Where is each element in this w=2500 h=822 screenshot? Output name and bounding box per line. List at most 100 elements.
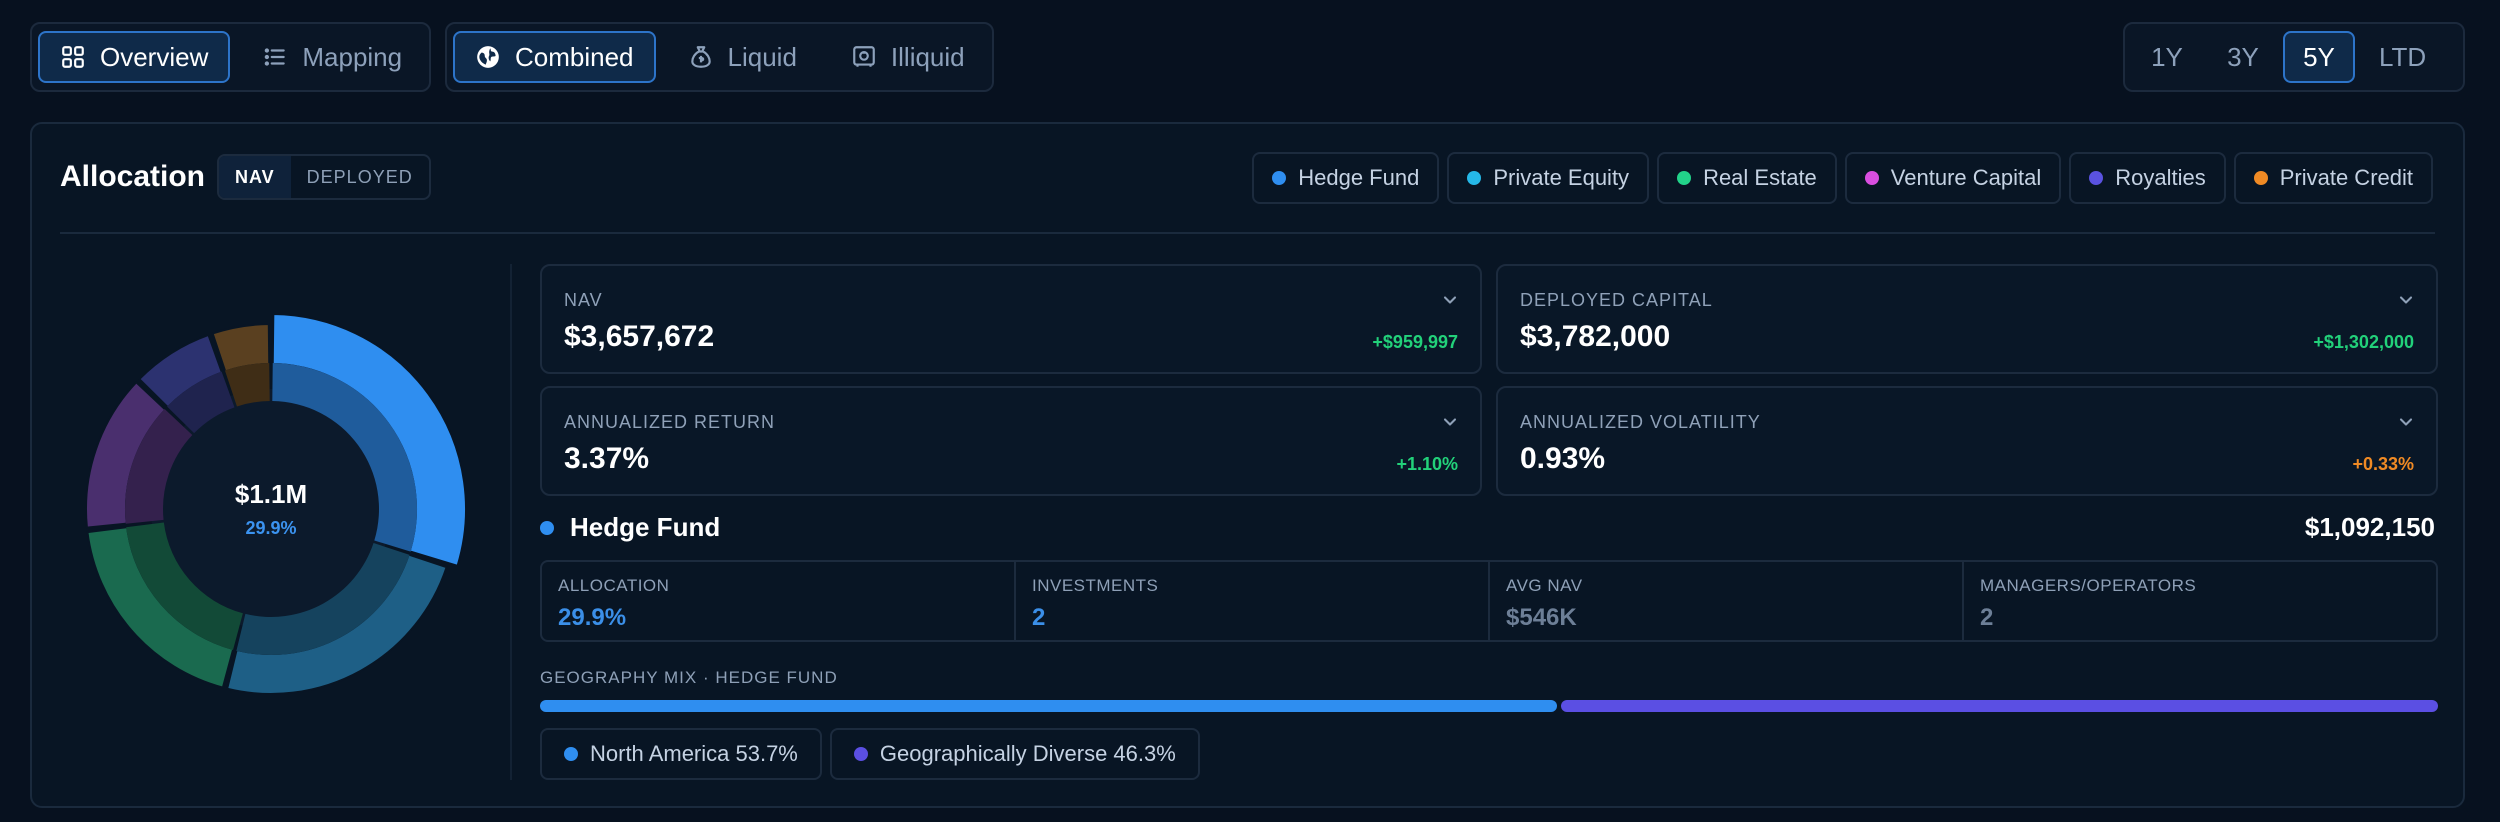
donut-slice-inner-private-credit[interactable] [224,363,270,407]
legend-label: Venture Capital [1890,165,2042,190]
metric-delta: +1.10% [1396,454,1458,474]
legend-dot [1467,171,1482,185]
stat-label: MANAGERS/OPERATORS [1980,576,2197,595]
view-switcher: Overview Mapping [30,22,431,92]
legend-label: Private Credit [2279,165,2413,190]
metric-label: ANNUALIZED RETURN [564,412,776,432]
allocation-title: Allocation [60,160,206,193]
legend-hedge-fund[interactable]: Hedge Fund [1252,152,1440,204]
legend-royalties[interactable]: Royalties [2069,152,2226,204]
legend-real-estate[interactable]: Real Estate [1657,152,1837,204]
time-range-switcher: 1Y 3Y 5Y LTD [2123,22,2465,92]
allocation-donut: $1.1M 29.9% [76,313,467,704]
tab-mapping-label: Mapping [302,41,403,72]
allocation-card: Allocation NAV DEPLOYED Hedge Fund Priva… [30,122,2465,808]
geo-bar-north-america [540,700,1558,712]
money-bag-icon [688,44,714,70]
stat-label: ALLOCATION [558,576,670,595]
donut-slice-inner-hedge-fund[interactable] [272,363,417,552]
tab-overview[interactable]: Overview [38,31,231,83]
metric-nav[interactable]: NAV $3,657,672 +$959,997 [540,264,1482,374]
stat-value: $546K [1506,604,1577,631]
legend-label: Hedge Fund [1298,165,1420,190]
tab-illiquid-label: Illiquid [890,41,965,72]
donut-center-disc [151,389,391,629]
legend-dot [1677,171,1692,185]
metric-label: DEPLOYED CAPITAL [1520,290,1713,310]
tab-liquid[interactable]: Liquid [666,31,819,83]
legend-label: Royalties [2115,165,2206,190]
tab-liquid-label: Liquid [727,41,797,72]
metric-value: $3,657,672 [564,320,715,353]
geo-chip-geographically-diverse[interactable]: Geographically Diverse 46.3% [829,728,1200,780]
metric-value: 3.37% [564,442,650,475]
selected-asset-dot [540,520,554,535]
legend-label: Private Equity [1493,165,1630,190]
tab-combined[interactable]: Combined [453,31,656,83]
metric-delta: +$1,302,000 [2313,332,2414,352]
stat-label: AVG NAV [1506,576,1583,595]
tab-5y[interactable]: 5Y [2283,31,2355,83]
geography-legend: North America 53.7% Geographically Diver… [540,728,1200,780]
geography-mix-bar [540,700,2438,712]
geo-dot [564,747,578,761]
grid-icon [60,44,86,70]
legend-private-equity[interactable]: Private Equity [1447,152,1650,204]
legend-dot [1272,171,1287,185]
donut-slice-inner-private-equity[interactable] [236,542,410,655]
legend-private-credit[interactable]: Private Credit [2233,152,2433,204]
metric-delta: +$959,997 [1372,332,1458,352]
stat-value: 29.9% [558,604,627,631]
donut-slice-inner-venture-capital[interactable] [125,408,193,524]
geo-chip-label: Geographically Diverse 46.3% [879,741,1176,766]
asset-class-legend: Hedge Fund Private Equity Real Estate Ve… [1252,152,2433,204]
stat-value: 2 [1980,604,1994,631]
metric-label: ANNUALIZED VOLATILITY [1520,412,1761,432]
tab-1y[interactable]: 1Y [2151,41,2183,72]
metric-annualized-return[interactable]: ANNUALIZED RETURN 3.37% +1.10% [540,386,1482,496]
column-divider [510,264,512,780]
donut-slice-inner-royalties[interactable] [167,371,235,434]
list-icon [262,44,288,70]
top-toolbar: Overview Mapping Combined Liquid Illi [30,22,2465,92]
tab-3y[interactable]: 3Y [2227,41,2259,72]
toggle-nav[interactable]: NAV [219,156,291,198]
metric-deployed-capital[interactable]: DEPLOYED CAPITAL $3,782,000 +$1,302,000 [1496,264,2438,374]
metric-label: NAV [564,290,603,310]
legend-dot [1864,171,1879,185]
toggle-deployed[interactable]: DEPLOYED [306,166,413,187]
geography-mix-title: GEOGRAPHY MIX · HEDGE FUND [540,668,838,687]
selected-asset-total: $1,092,150 [2304,512,2435,542]
stat-managers-operators: MANAGERS/OPERATORS 2 [1964,562,2436,640]
stat-value: 2 [1032,604,1046,631]
header-divider [60,232,2435,234]
legend-venture-capital[interactable]: Venture Capital [1844,152,2062,204]
metric-value: $3,782,000 [1520,320,1671,353]
tab-combined-label: Combined [515,41,634,72]
stat-label: INVESTMENTS [1032,576,1159,595]
chevron-down-icon[interactable] [1440,412,1460,432]
tab-ltd[interactable]: LTD [2379,41,2427,72]
geo-chip-north-america[interactable]: North America 53.7% [540,728,822,780]
chevron-down-icon[interactable] [2396,290,2416,310]
selected-asset-title: Hedge Fund [570,512,721,542]
asset-stats: ALLOCATION 29.9% INVESTMENTS 2 AVG NAV $… [540,560,2438,642]
tab-illiquid[interactable]: Illiquid [829,31,987,83]
metric-annualized-volatility[interactable]: ANNUALIZED VOLATILITY 0.93% +0.33% [1496,386,2438,496]
tab-overview-label: Overview [100,41,209,72]
chevron-down-icon[interactable] [1440,290,1460,310]
donut-slice-inner-real-estate[interactable] [126,522,243,650]
safe-icon [851,44,877,70]
chevron-down-icon[interactable] [2396,412,2416,432]
nav-deployed-toggle: NAV DEPLOYED [217,154,431,200]
tab-mapping[interactable]: Mapping [240,31,424,83]
metric-delta: +0.33% [2352,454,2414,474]
stat-avg-nav: AVG NAV $546K [1490,562,1964,640]
legend-label: Real Estate [1703,165,1817,190]
stat-investments: INVESTMENTS 2 [1016,562,1490,640]
selected-asset-header: Hedge Fund [540,512,720,543]
geo-chip-label: North America 53.7% [590,741,798,766]
metric-value: 0.93% [1520,442,1606,475]
geo-dot [853,747,868,761]
scope-switcher: Combined Liquid Illiquid [445,22,994,92]
